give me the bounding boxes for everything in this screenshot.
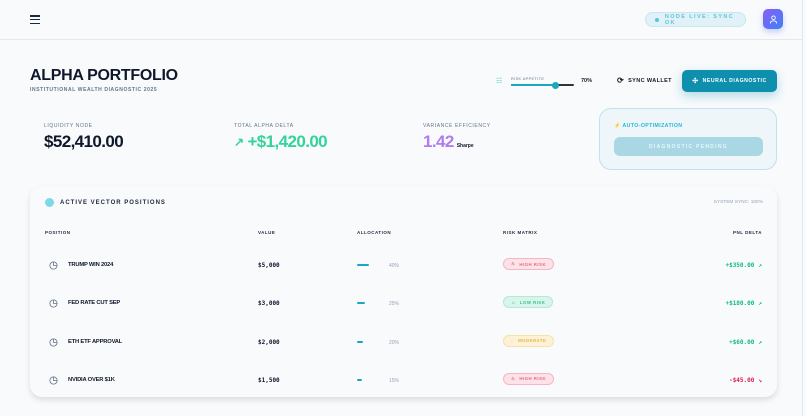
risk-label: RISK APPETITE <box>511 77 545 81</box>
auto-optimization-label: AUTO-OPTIMIZATION <box>622 123 683 129</box>
pnl-delta: -$45.00 ↘ <box>729 377 762 384</box>
position-name: TRUMP WIN 2024 <box>68 262 114 268</box>
pie-chart-icon <box>49 299 58 308</box>
variance-label: VARIANCE EFFICIENCY <box>423 123 491 129</box>
pnl-value: +$180.00 <box>725 300 755 308</box>
col-value: VALUE <box>258 230 276 235</box>
risk-label: HIGH RISK <box>519 376 547 382</box>
diagnostic-pending-button[interactable]: DIAGNOSTIC PENDING <box>614 137 763 156</box>
arrow-up-right-icon: ↗ <box>758 262 762 269</box>
liquidity-value: $52,410.00 <box>44 132 124 151</box>
table-row[interactable]: NVIDIA OVER $1K $1,500 15% ♨ HIGH RISK -$… <box>30 372 777 412</box>
risk-label: MODERATE <box>518 338 547 344</box>
page-title: ALPHA PORTFOLIO <box>30 67 178 84</box>
bolt-icon: ⚡ <box>614 123 621 129</box>
risk-label: HIGH RISK <box>519 261 547 267</box>
risk-icon: ☺ <box>511 299 516 305</box>
pie-chart-icon <box>49 376 58 385</box>
user-icon <box>769 14 777 24</box>
col-position: POSITION <box>45 230 71 235</box>
col-allocation: ALLOCATION <box>357 230 392 235</box>
node-status-badge: NODE LIVE: SYNC OK <box>645 12 746 27</box>
auto-optimization-panel: ⚡ AUTO-OPTIMIZATION DIAGNOSTIC PENDING <box>599 108 777 170</box>
allocation-percent: 40% <box>389 263 400 269</box>
position-value: $3,000 <box>258 300 280 308</box>
risk-icon: ♨ <box>511 375 516 381</box>
pie-chart-icon <box>49 261 58 270</box>
pnl-delta: +$180.00 ↗ <box>725 300 762 307</box>
arrow-down-right-icon: ↘ <box>758 376 762 384</box>
table-row[interactable]: TRUMP WIN 2024 $5,000 40% ♨ HIGH RISK +$3… <box>30 258 777 297</box>
position-name: FED RATE CUT SEP <box>68 300 121 307</box>
page-subtitle: INSTITUTIONAL WEALTH DIAGNOSTIC 2025 <box>30 87 158 93</box>
arrow-up-right-icon: ↗ <box>758 338 762 346</box>
neural-diagnostic-label: NEURAL DIAGNOSTIC <box>702 78 767 84</box>
risk-slider-fill <box>511 84 556 86</box>
risk-badge: ◌ MODERATE <box>503 334 555 347</box>
position-value: $5,000 <box>258 262 280 269</box>
trending-up-icon: ↗ <box>234 135 244 149</box>
sync-wallet-label: SYNC WALLET <box>628 77 672 84</box>
allocation-percent: 15% <box>389 377 400 384</box>
sparkle-icon: ✣ <box>692 78 699 85</box>
sync-wallet-button[interactable]: ⟳ SYNC WALLET <box>617 76 672 85</box>
pnl-value: +$60.00 <box>729 338 755 346</box>
allocation-bar <box>357 340 363 343</box>
arrow-up-right-icon: ↗ <box>758 300 762 308</box>
liquidity-label: LIQUIDITY NODE <box>44 123 93 129</box>
pnl-value: -$45.00 <box>729 376 755 384</box>
top-bar: NODE LIVE: SYNC OK <box>0 0 803 40</box>
positions-title-text: ACTIVE VECTOR POSITIONS <box>60 199 166 206</box>
node-status-text: NODE LIVE: SYNC OK <box>664 13 735 26</box>
variance-value: 1.42 <box>423 132 454 151</box>
status-dot-icon <box>655 17 659 22</box>
pie-chart-icon <box>49 338 58 347</box>
allocation-bar <box>357 302 365 305</box>
avatar-button[interactable] <box>763 9 783 29</box>
allocation-bar <box>357 264 369 266</box>
auto-optimization-title: ⚡ AUTO-OPTIMIZATION <box>614 123 682 129</box>
position-value: $1,500 <box>258 376 280 384</box>
neural-diagnostic-button[interactable]: ✣ NEURAL DIAGNOSTIC <box>682 70 777 92</box>
table-row[interactable]: FED RATE CUT SEP $3,000 25% ☺ LOW RISK +$… <box>30 296 777 335</box>
table-row[interactable]: ETH ETF APPROVAL $2,000 20% ◌ MODERATE +$… <box>30 334 777 374</box>
risk-slider[interactable] <box>511 81 574 89</box>
refresh-icon: ⟳ <box>617 76 625 85</box>
position-name: ETH ETF APPROVAL <box>68 338 123 345</box>
positions-title: ACTIVE VECTOR POSITIONS <box>45 198 166 207</box>
risk-badge: ☺ LOW RISK <box>503 296 554 309</box>
position-name: NVIDIA OVER $1K <box>68 376 115 383</box>
col-risk: RISK MATRIX <box>503 230 538 235</box>
col-pnl: PNL DELTA <box>733 230 762 235</box>
variance-unit: Sharpe <box>456 143 474 149</box>
positions-card: ACTIVE VECTOR POSITIONS SYSTEM SYNC: 100… <box>30 186 777 397</box>
variance-stat: 1.42 Sharpe <box>423 132 474 152</box>
allocation-percent: 20% <box>389 339 400 346</box>
hamburger-icon[interactable] <box>30 15 40 25</box>
alpha-delta-value: +$1,420.00 <box>247 132 328 151</box>
risk-icon: ◌ <box>511 338 515 344</box>
alpha-delta-stat: ↗ +$1,420.00 <box>234 132 328 152</box>
risk-slider-handle[interactable] <box>551 81 559 89</box>
risk-value: 70% <box>581 78 593 84</box>
position-value: $2,000 <box>258 338 280 346</box>
system-sync: SYSTEM SYNC: 100% <box>713 200 763 205</box>
allocation-bar <box>357 378 362 381</box>
pnl-delta: +$60.00 ↗ <box>729 339 762 346</box>
alpha-delta-label: TOTAL ALPHA DELTA <box>234 123 294 129</box>
risk-badge: ♨ HIGH RISK <box>503 372 555 385</box>
risk-label: LOW RISK <box>519 299 546 305</box>
pnl-delta: +$350.00 ↗ <box>725 262 762 269</box>
risk-badge: ♨ HIGH RISK <box>503 258 555 270</box>
pnl-value: +$350.00 <box>725 262 755 269</box>
indicator-icon <box>45 198 54 207</box>
risk-icon: ♨ <box>511 261 516 266</box>
sliders-icon: ☷ <box>496 78 503 85</box>
allocation-percent: 25% <box>389 301 400 308</box>
